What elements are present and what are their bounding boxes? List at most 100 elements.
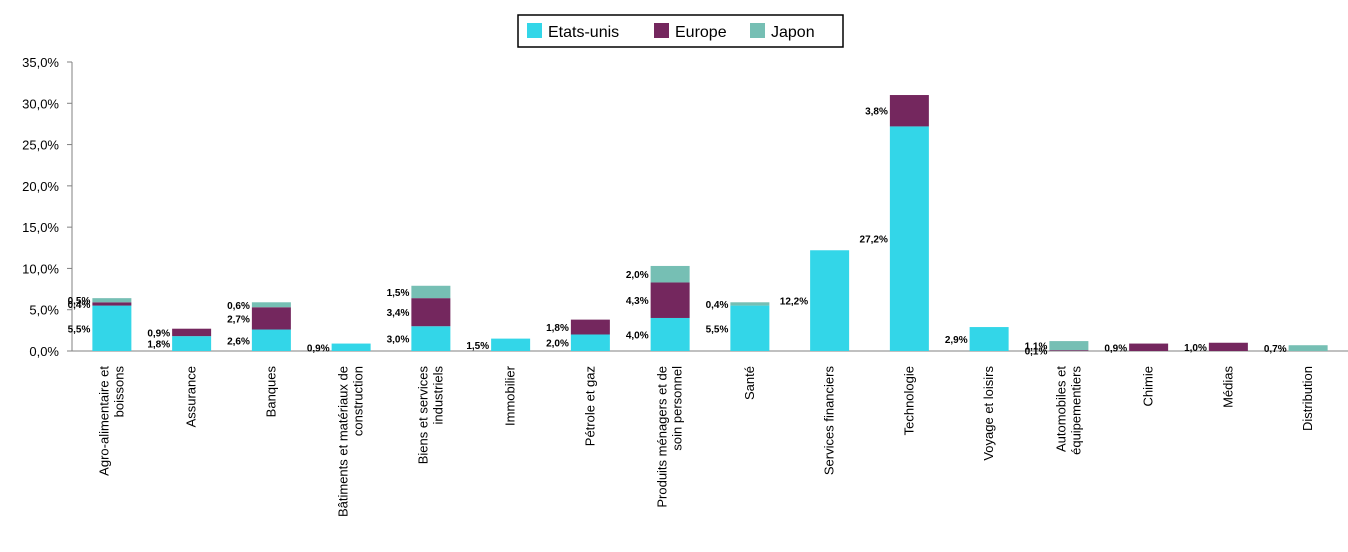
data-label: 3,8% bbox=[865, 107, 888, 118]
y-tick-label: 20,0% bbox=[22, 179, 59, 194]
bar-segment bbox=[650, 317, 690, 351]
bar-segment bbox=[411, 326, 451, 351]
y-tick-label: 25,0% bbox=[22, 138, 59, 153]
category-label: Produits ménagers et de soin personnel bbox=[655, 366, 685, 508]
data-label: 1,5% bbox=[466, 341, 489, 352]
y-tick-label: 10,0% bbox=[22, 261, 59, 276]
category-label: Agro-alimentaire et boissons bbox=[96, 366, 126, 476]
category-label-line: Produits ménagers et de bbox=[655, 366, 670, 508]
data-label: 1,8% bbox=[147, 340, 170, 351]
data-label: 1,5% bbox=[387, 288, 410, 299]
data-label: 4,0% bbox=[626, 330, 649, 341]
bar-segment bbox=[92, 298, 132, 303]
category-label: Automobiles et équipementiers bbox=[1053, 366, 1083, 455]
bar-segment bbox=[92, 302, 132, 306]
category-labels: Agro-alimentaire et boissons Assurance Banq… bbox=[96, 365, 1315, 517]
bar-segment bbox=[650, 265, 690, 283]
data-label: 0,1% bbox=[1025, 347, 1048, 358]
data-label: 0,7% bbox=[1264, 344, 1287, 355]
data-label: 2,9% bbox=[945, 335, 968, 346]
category-label: Technologie bbox=[901, 366, 916, 435]
category-label-line: Bâtiments et matériaux de bbox=[336, 366, 351, 517]
category-label-line: Services financiers bbox=[822, 366, 837, 476]
bar-segment bbox=[1049, 350, 1089, 351]
bar-segment bbox=[172, 336, 212, 351]
category-label-line: Biens et services bbox=[415, 366, 430, 465]
category-label-line: industriels bbox=[430, 366, 445, 425]
category-label-line: Technologie bbox=[901, 366, 916, 435]
y-tick-label: 35,0% bbox=[22, 55, 59, 70]
data-label: 0,9% bbox=[1104, 343, 1127, 354]
bar-segment bbox=[889, 95, 929, 127]
category-label-line: Pétrole et gaz bbox=[582, 366, 597, 446]
category-label: Immobilier bbox=[503, 365, 518, 426]
category-label: Distribution bbox=[1300, 366, 1315, 431]
bar-segment bbox=[491, 338, 531, 351]
data-label: 1,8% bbox=[546, 323, 569, 334]
category-label: Chimie bbox=[1141, 366, 1156, 406]
category-label-line: Assurance bbox=[184, 366, 199, 427]
bar-segment bbox=[889, 126, 929, 351]
legend-label-europe: Europe bbox=[675, 24, 727, 41]
category-label-line: Distribution bbox=[1300, 366, 1315, 431]
category-label-line: Banques bbox=[263, 366, 278, 418]
y-tick-label: 15,0% bbox=[22, 220, 59, 235]
data-label: 12,2% bbox=[780, 297, 808, 308]
bar-segment bbox=[251, 329, 291, 351]
bar-segment bbox=[172, 328, 212, 337]
data-label: 0,4% bbox=[68, 300, 91, 311]
category-label-line: Médias bbox=[1220, 366, 1235, 408]
data-label: 0,9% bbox=[147, 328, 170, 339]
legend-label-japon: Japon bbox=[771, 24, 815, 41]
bar-segment bbox=[331, 343, 371, 351]
bar-segment bbox=[1049, 341, 1089, 351]
bar-segment bbox=[570, 319, 610, 335]
bar-segment bbox=[92, 305, 132, 351]
category-label-line: soin personnel bbox=[670, 366, 685, 451]
bar-segment bbox=[810, 250, 850, 351]
category-label: Santé bbox=[742, 366, 757, 400]
bar-segment bbox=[411, 285, 451, 299]
data-label: 5,5% bbox=[706, 324, 729, 335]
bar-segment bbox=[730, 302, 770, 306]
category-label-line: construction bbox=[351, 366, 366, 436]
data-label: 1,1% bbox=[1025, 342, 1048, 353]
data-label: 0,9% bbox=[307, 343, 330, 354]
bar-segment bbox=[411, 298, 451, 327]
y-tick-label: 5,0% bbox=[29, 303, 59, 318]
category-label-line: équipementiers bbox=[1068, 366, 1083, 455]
category-label-line: Santé bbox=[742, 366, 757, 400]
category-label-line: Voyage et loisirs bbox=[981, 366, 996, 461]
bar-segment bbox=[1129, 343, 1169, 351]
data-label: 1,0% bbox=[1184, 343, 1207, 354]
category-label: Services financiers bbox=[822, 366, 837, 476]
y-tick-label: 0,0% bbox=[29, 344, 59, 359]
category-label: Banques bbox=[263, 366, 278, 418]
bar-segment bbox=[251, 302, 291, 308]
category-label-line: Automobiles et bbox=[1053, 366, 1068, 452]
category-label: Bâtiments et matériaux de construction bbox=[336, 366, 366, 517]
data-label: 2,7% bbox=[227, 314, 250, 325]
bar-segment bbox=[1288, 345, 1328, 351]
category-label: Pétrole et gaz bbox=[582, 366, 597, 446]
legend: Etats-unis Europe Japon bbox=[517, 14, 844, 48]
legend-swatch-europe bbox=[654, 23, 669, 38]
data-label: 5,5% bbox=[68, 324, 91, 335]
data-labels: 5,5%0,4%0,5%1,8%0,9%2,6%2,7%0,6%0,9%3,0%… bbox=[68, 107, 1287, 358]
bar-segment bbox=[969, 327, 1009, 351]
data-label: 0,4% bbox=[706, 300, 729, 311]
legend-swatch-japon bbox=[750, 23, 765, 38]
data-label: 2,0% bbox=[546, 339, 569, 350]
legend-swatch-etats-unis bbox=[527, 23, 542, 38]
data-label: 0,6% bbox=[227, 301, 250, 312]
category-label: Voyage et loisirs bbox=[981, 366, 996, 461]
bar-segment bbox=[650, 282, 690, 318]
bars bbox=[92, 95, 1328, 351]
data-label: 2,6% bbox=[227, 336, 250, 347]
legend-frame bbox=[517, 14, 844, 48]
data-label: 2,0% bbox=[626, 270, 649, 281]
category-label-line: Immobilier bbox=[503, 365, 518, 426]
data-label: 27,2% bbox=[860, 235, 888, 246]
bar-segment bbox=[1208, 342, 1248, 351]
